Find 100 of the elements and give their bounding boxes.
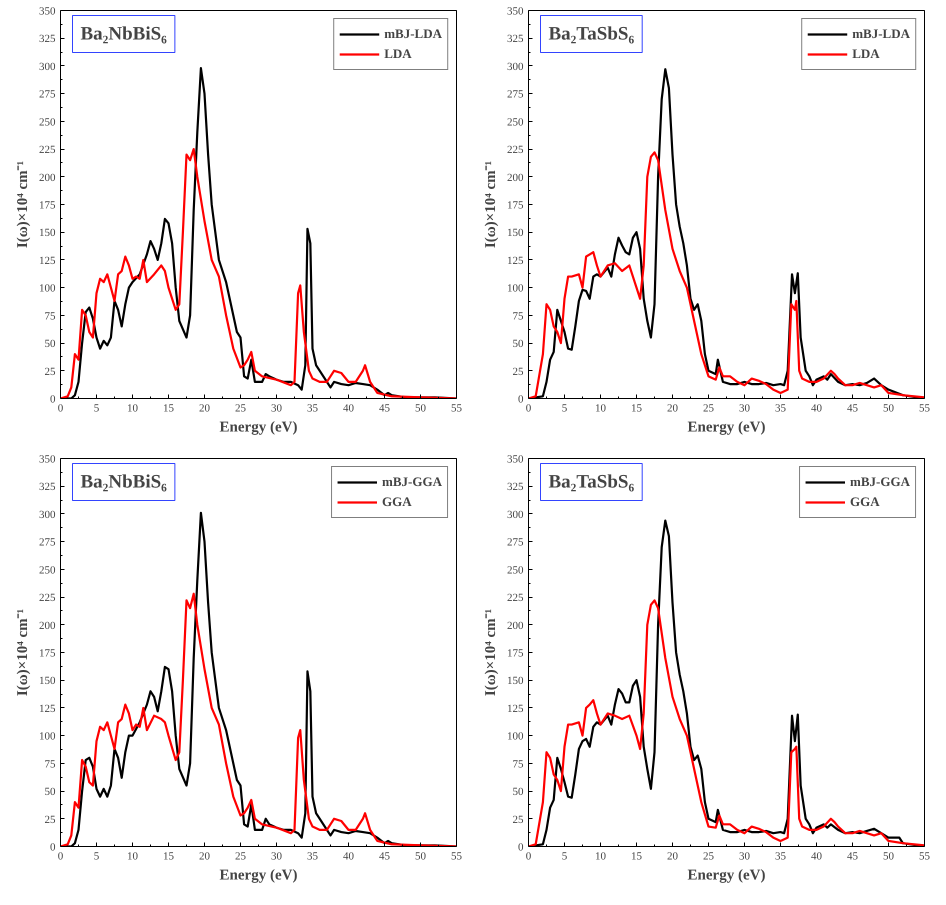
y-tick-label: 125 xyxy=(39,702,56,715)
x-tick-label: 15 xyxy=(163,850,174,862)
y-tick-label: 300 xyxy=(507,60,524,73)
legend-label: mBJ-LDA xyxy=(384,26,442,42)
x-tick-label: 25 xyxy=(703,402,714,414)
x-tick-label: 0 xyxy=(58,402,64,414)
y-tick-label: 350 xyxy=(39,454,56,466)
y-tick-label: 275 xyxy=(39,536,56,549)
y-tick-label: 25 xyxy=(44,366,56,378)
y-tick-label: 250 xyxy=(39,116,56,128)
y-tick-label: 125 xyxy=(507,254,524,267)
y-tick-label: 75 xyxy=(512,310,524,322)
y-tick-label: 75 xyxy=(44,310,56,322)
x-tick-label: 10 xyxy=(127,402,138,414)
x-tick-label: 25 xyxy=(235,402,246,414)
x-tick-label: 45 xyxy=(847,850,858,862)
y-tick-label: 150 xyxy=(39,675,56,688)
x-tick-label: 5 xyxy=(562,850,568,862)
x-tick-label: 55 xyxy=(451,850,462,862)
y-tick-label: 225 xyxy=(507,144,524,156)
x-tick-label: 55 xyxy=(451,402,462,414)
y-tick-label: 100 xyxy=(507,282,524,295)
y-tick-label: 325 xyxy=(39,481,56,494)
y-tick-label: 75 xyxy=(44,758,56,770)
x-tick-label: 35 xyxy=(307,850,318,862)
y-tick-label: 50 xyxy=(44,786,56,798)
x-tick-label: 35 xyxy=(775,850,786,862)
x-tick-label: 30 xyxy=(739,850,750,862)
x-tick-label: 15 xyxy=(163,402,174,414)
x-tick-label: 0 xyxy=(526,850,532,862)
x-tick-label: 5 xyxy=(562,402,568,414)
y-tick-label: 250 xyxy=(507,564,524,576)
y-axis-title: I(ω)×10⁴ cm⁻¹ xyxy=(483,608,499,696)
y-tick-label: 300 xyxy=(507,508,524,521)
y-tick-label: 275 xyxy=(507,88,524,101)
x-tick-label: 10 xyxy=(127,850,138,862)
y-tick-label: 300 xyxy=(39,508,56,521)
x-tick-label: 20 xyxy=(667,402,678,414)
text: Ba₂NbBiS₆ xyxy=(80,472,168,492)
y-tick-label: 175 xyxy=(507,648,524,660)
y-tick-label: 300 xyxy=(39,60,56,73)
y-tick-label: 125 xyxy=(507,702,524,715)
y-axis-title: I(ω)×10⁴ cm⁻¹ xyxy=(15,160,31,248)
y-tick-label: 50 xyxy=(44,338,56,350)
y-tick-label: 350 xyxy=(507,454,524,466)
y-tick-label: 50 xyxy=(512,338,524,350)
x-tick-label: 0 xyxy=(58,850,64,862)
y-tick-label: 200 xyxy=(39,172,56,184)
x-tick-label: 0 xyxy=(526,402,532,414)
y-tick-label: 100 xyxy=(39,730,56,743)
x-tick-label: 10 xyxy=(595,402,606,414)
x-tick-label: 45 xyxy=(379,850,390,862)
y-tick-label: 125 xyxy=(39,254,56,267)
x-tick-label: 30 xyxy=(271,402,282,414)
y-tick-label: 325 xyxy=(507,33,524,46)
y-tick-label: 0 xyxy=(518,842,524,854)
y-tick-label: 150 xyxy=(507,675,524,688)
y-tick-label: 225 xyxy=(39,592,56,604)
legend-label: LDA xyxy=(384,46,412,62)
x-tick-label: 45 xyxy=(847,402,858,414)
x-tick-label: 45 xyxy=(379,402,390,414)
x-tick-label: 25 xyxy=(703,850,714,862)
y-tick-label: 350 xyxy=(507,6,524,18)
y-tick-label: 175 xyxy=(39,200,56,212)
text: Ba₂NbBiS₆ xyxy=(80,24,168,44)
y-tick-label: 25 xyxy=(512,814,524,826)
x-tick-label: 50 xyxy=(415,402,426,414)
x-tick-label: 5 xyxy=(94,402,100,414)
y-tick-label: 175 xyxy=(507,200,524,212)
y-tick-label: 0 xyxy=(50,394,56,406)
y-tick-label: 100 xyxy=(507,730,524,743)
text: Ba₂TaSbS₆ xyxy=(548,472,634,492)
legend-label: mBJ-GGA xyxy=(382,474,442,490)
x-tick-label: 40 xyxy=(343,850,354,862)
x-tick-label: 20 xyxy=(199,402,210,414)
text: Ba₂TaSbS₆ xyxy=(548,24,634,44)
x-tick-label: 50 xyxy=(883,850,894,862)
y-tick-label: 150 xyxy=(39,227,56,240)
x-tick-label: 20 xyxy=(667,850,678,862)
x-tick-label: 55 xyxy=(919,850,930,862)
x-tick-label: 35 xyxy=(775,402,786,414)
x-tick-label: 55 xyxy=(919,402,930,414)
y-tick-label: 275 xyxy=(507,536,524,549)
y-tick-label: 0 xyxy=(50,842,56,854)
y-tick-label: 200 xyxy=(39,620,56,632)
y-tick-label: 250 xyxy=(507,116,524,128)
x-tick-label: 30 xyxy=(739,402,750,414)
y-tick-label: 25 xyxy=(44,814,56,826)
y-tick-label: 350 xyxy=(39,6,56,18)
y-tick-label: 225 xyxy=(39,144,56,156)
x-tick-label: 50 xyxy=(415,850,426,862)
x-tick-label: 40 xyxy=(811,402,822,414)
y-axis-title: I(ω)×10⁴ cm⁻¹ xyxy=(15,608,31,696)
legend-label: mBJ-LDA xyxy=(852,26,910,42)
x-axis-title: Energy (eV) xyxy=(220,420,298,436)
legend-label: GGA xyxy=(382,494,412,510)
x-axis-title: Energy (eV) xyxy=(688,420,766,436)
x-tick-label: 5 xyxy=(94,850,100,862)
x-axis-title: Energy (eV) xyxy=(688,868,766,884)
legend-label: GGA xyxy=(850,494,880,510)
